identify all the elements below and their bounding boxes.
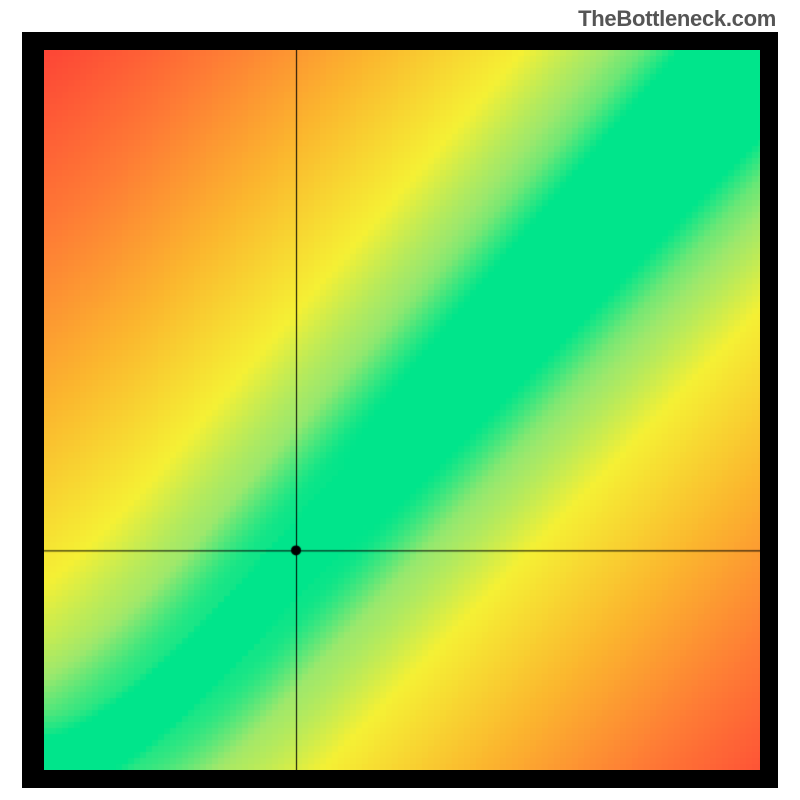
watermark-text: TheBottleneck.com [578, 6, 776, 32]
bottleneck-heatmap [44, 50, 760, 770]
